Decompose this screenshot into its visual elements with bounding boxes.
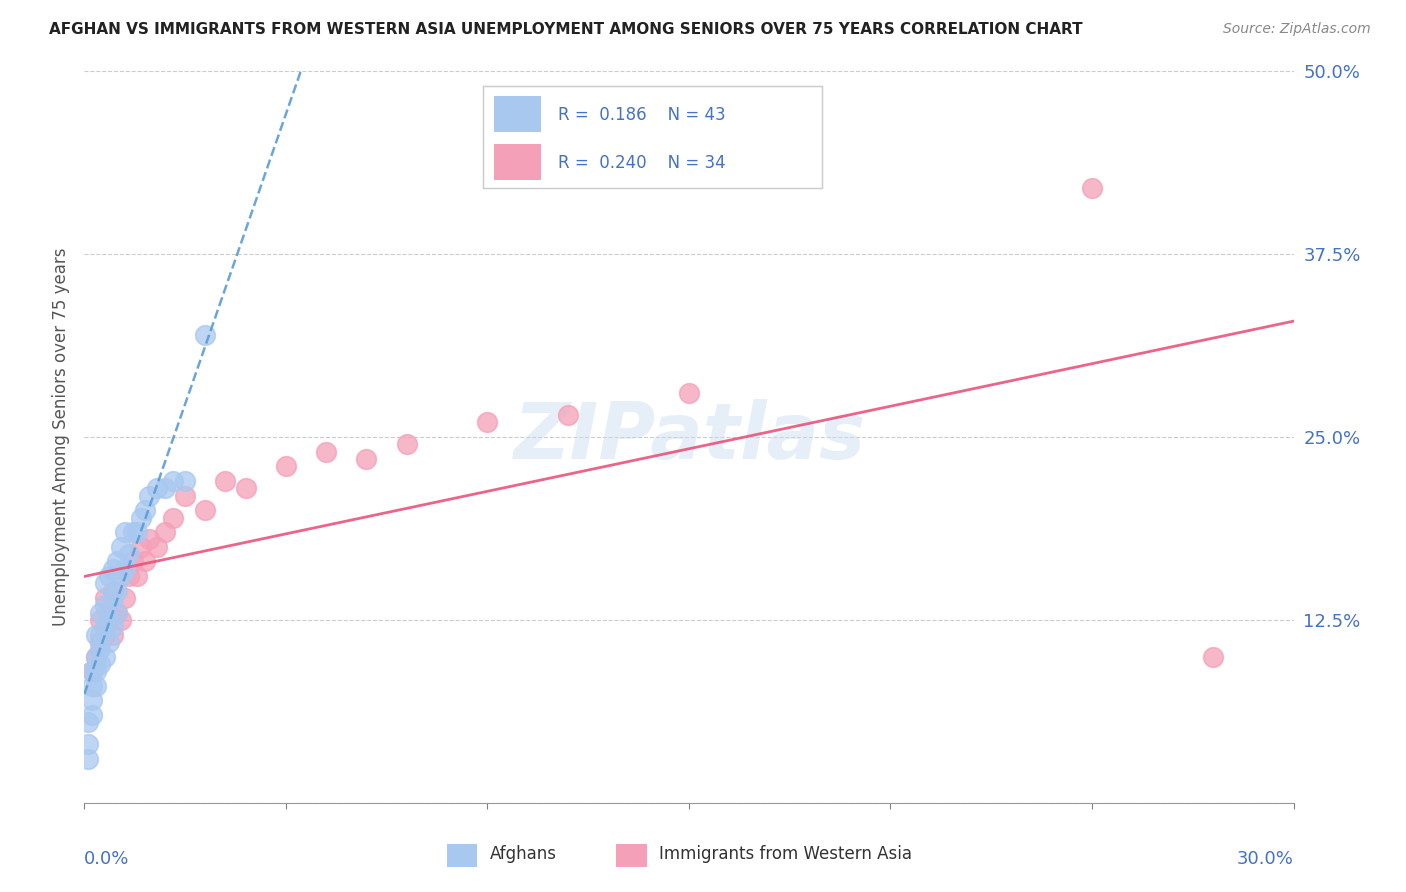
Point	[110, 540, 132, 554]
Point	[101, 562, 124, 576]
Point	[105, 554, 128, 568]
Point	[174, 474, 197, 488]
Point	[101, 627, 124, 641]
Point	[134, 503, 156, 517]
Point	[121, 525, 143, 540]
Point	[134, 554, 156, 568]
FancyBboxPatch shape	[447, 844, 478, 867]
Point	[138, 489, 160, 503]
Point	[77, 715, 100, 730]
Point	[97, 635, 120, 649]
Y-axis label: Unemployment Among Seniors over 75 years: Unemployment Among Seniors over 75 years	[52, 248, 70, 626]
Point	[93, 620, 115, 634]
Point	[129, 510, 152, 524]
Point	[356, 452, 378, 467]
Point	[114, 525, 136, 540]
Point	[101, 591, 124, 605]
Point	[86, 664, 108, 678]
Point	[89, 657, 111, 671]
Point	[235, 481, 257, 495]
Point	[89, 635, 111, 649]
Point	[114, 591, 136, 605]
Point	[118, 569, 141, 583]
Point	[93, 627, 115, 641]
Point	[1081, 181, 1104, 195]
Point	[110, 613, 132, 627]
Point	[82, 693, 104, 707]
Point	[82, 679, 104, 693]
Point	[114, 562, 136, 576]
Text: AFGHAN VS IMMIGRANTS FROM WESTERN ASIA UNEMPLOYMENT AMONG SENIORS OVER 75 YEARS : AFGHAN VS IMMIGRANTS FROM WESTERN ASIA U…	[49, 22, 1083, 37]
Point	[110, 569, 132, 583]
Text: Immigrants from Western Asia: Immigrants from Western Asia	[659, 845, 911, 863]
Point	[105, 606, 128, 620]
Point	[153, 525, 176, 540]
Point	[174, 489, 197, 503]
Point	[315, 444, 337, 458]
Point	[97, 569, 120, 583]
Text: ZIPatlas: ZIPatlas	[513, 399, 865, 475]
Point	[557, 408, 579, 422]
Point	[93, 591, 115, 605]
Point	[93, 649, 115, 664]
Point	[395, 437, 418, 451]
Point	[125, 569, 148, 583]
Point	[125, 525, 148, 540]
Point	[89, 627, 111, 641]
Point	[138, 533, 160, 547]
Point	[101, 583, 124, 598]
Point	[162, 474, 184, 488]
Point	[146, 540, 169, 554]
Point	[477, 416, 499, 430]
Point	[105, 583, 128, 598]
Point	[118, 547, 141, 561]
Point	[89, 613, 111, 627]
Point	[86, 649, 108, 664]
Point	[162, 510, 184, 524]
Point	[82, 708, 104, 723]
Point	[86, 627, 108, 641]
Point	[121, 554, 143, 568]
Point	[194, 327, 217, 342]
Text: Source: ZipAtlas.com: Source: ZipAtlas.com	[1223, 22, 1371, 37]
Point	[86, 649, 108, 664]
Point	[77, 737, 100, 751]
Point	[105, 606, 128, 620]
Text: 30.0%: 30.0%	[1237, 850, 1294, 868]
Point	[93, 576, 115, 591]
Point	[97, 606, 120, 620]
Text: 0.0%: 0.0%	[84, 850, 129, 868]
Text: Afghans: Afghans	[489, 845, 557, 863]
Point	[153, 481, 176, 495]
Point	[89, 642, 111, 657]
Point	[274, 459, 297, 474]
Point	[77, 752, 100, 766]
Point	[97, 613, 120, 627]
Point	[129, 540, 152, 554]
Point	[146, 481, 169, 495]
Point	[194, 503, 217, 517]
Point	[86, 679, 108, 693]
FancyBboxPatch shape	[616, 844, 647, 867]
Point	[82, 664, 104, 678]
Point	[214, 474, 236, 488]
Point	[89, 606, 111, 620]
Point	[93, 599, 115, 613]
Point	[82, 664, 104, 678]
Point	[1202, 649, 1225, 664]
Point	[101, 620, 124, 634]
Point	[678, 386, 700, 401]
